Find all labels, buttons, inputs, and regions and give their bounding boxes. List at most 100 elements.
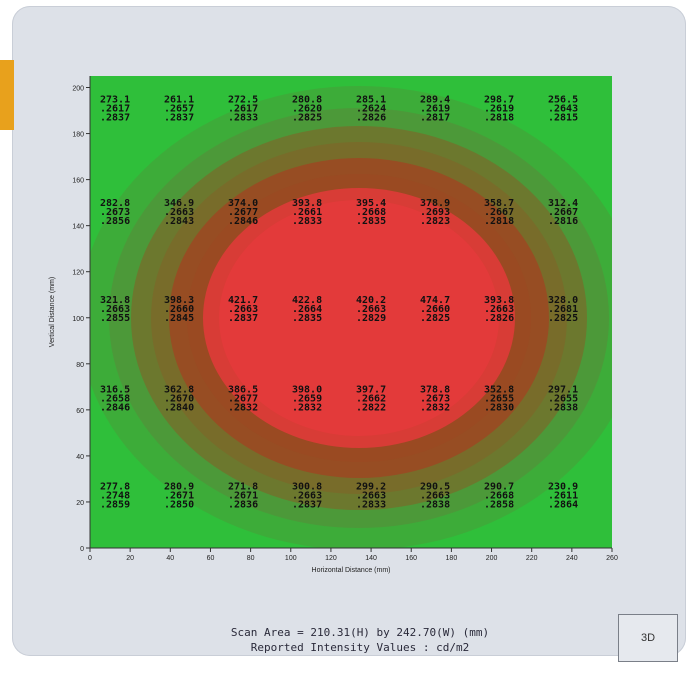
data-label: .2833: [356, 499, 386, 510]
data-label: 289.4: [420, 95, 450, 106]
accent-bar: [0, 60, 14, 130]
data-label: .2668: [356, 207, 386, 218]
data-label: 328.0: [548, 295, 578, 306]
data-label: 261.1: [164, 95, 194, 106]
y-tick-label: 120: [72, 270, 84, 277]
data-label: 397.7: [356, 385, 386, 396]
y-tick-label: 0: [80, 546, 84, 553]
data-label: .2663: [356, 304, 386, 315]
data-label: 299.2: [356, 481, 386, 492]
data-label: .2748: [100, 490, 130, 501]
data-label: 378.9: [420, 198, 450, 209]
data-label: .2832: [292, 403, 322, 414]
data-label: .2835: [292, 313, 322, 324]
data-label: .2837: [292, 499, 322, 510]
data-label: .2655: [484, 394, 514, 405]
x-tick-label: 60: [207, 555, 215, 562]
data-label: 290.7: [484, 481, 514, 492]
data-label: .2670: [164, 394, 194, 405]
data-label: .2677: [228, 207, 258, 218]
y-tick-label: 140: [72, 224, 84, 231]
data-label: .2850: [164, 499, 194, 510]
data-label: .2829: [356, 313, 386, 324]
data-label: 422.8: [292, 295, 322, 306]
y-tick-label: 200: [72, 86, 84, 93]
data-label: .2661: [292, 207, 322, 218]
data-label: .2825: [292, 113, 322, 124]
data-label: .2624: [356, 104, 386, 115]
data-label: .2617: [228, 104, 258, 115]
data-label: .2663: [228, 304, 258, 315]
intensity-units-caption: Reported Intensity Values : cd/m2: [250, 641, 470, 654]
data-label: 352.8: [484, 385, 514, 396]
data-label: 378.8: [420, 385, 450, 396]
data-label: 277.8: [100, 481, 130, 492]
data-label: .2818: [484, 216, 514, 227]
data-label: .2825: [548, 313, 578, 324]
data-label: .2671: [164, 490, 194, 501]
data-label: 398.3: [164, 295, 194, 306]
data-label: 256.5: [548, 95, 578, 106]
data-label: .2663: [484, 304, 514, 315]
data-label: .2826: [484, 313, 514, 324]
data-label: .2667: [484, 207, 514, 218]
x-tick-label: 180: [446, 555, 458, 562]
data-label: .2838: [420, 499, 450, 510]
x-tick-label: 200: [486, 555, 498, 562]
y-tick-label: 20: [76, 500, 84, 507]
data-label: .2667: [548, 207, 578, 218]
data-label: .2822: [356, 403, 386, 414]
y-tick-label: 100: [72, 316, 84, 323]
x-tick-label: 140: [365, 555, 377, 562]
data-label: .2693: [420, 207, 450, 218]
scan-area-caption: Scan Area = 210.31(H) by 242.70(W) (mm): [230, 626, 490, 639]
data-label: 230.9: [548, 481, 578, 492]
y-tick-label: 160: [72, 178, 84, 185]
data-label: .2859: [100, 499, 130, 510]
x-tick-label: 80: [247, 555, 255, 562]
x-tick-label: 100: [285, 555, 297, 562]
data-label: 474.7: [420, 295, 450, 306]
x-axis-label: Horizontal Distance (mm): [312, 567, 391, 574]
data-label: .2830: [484, 403, 514, 414]
data-label: .2815: [548, 113, 578, 124]
x-tick-label: 120: [325, 555, 337, 562]
data-label: .2681: [548, 304, 578, 315]
view-3d-button[interactable]: 3D: [618, 614, 678, 662]
data-label: .2655: [548, 394, 578, 405]
data-label: 272.5: [228, 95, 258, 106]
data-label: .2855: [100, 313, 130, 324]
data-label: .2663: [292, 490, 322, 501]
data-label: .2643: [548, 104, 578, 115]
data-label: .2816: [548, 216, 578, 227]
data-label: 362.8: [164, 385, 194, 396]
data-label: .2832: [420, 403, 450, 414]
data-label: .2832: [228, 403, 258, 414]
data-label: 393.8: [484, 295, 514, 306]
y-tick-label: 60: [76, 408, 84, 415]
data-label: 298.7: [484, 95, 514, 106]
x-tick-label: 160: [405, 555, 417, 562]
data-label: 358.7: [484, 198, 514, 209]
data-label: .2825: [420, 313, 450, 324]
y-tick-label: 80: [76, 362, 84, 369]
data-label: .2856: [100, 216, 130, 227]
data-label: 285.1: [356, 95, 386, 106]
data-label: 346.9: [164, 198, 194, 209]
x-tick-label: 20: [126, 555, 134, 562]
data-label: .2620: [292, 104, 322, 115]
data-label: 273.1: [100, 95, 130, 106]
data-label: 420.2: [356, 295, 386, 306]
x-tick-label: 0: [88, 555, 92, 562]
data-label: .2673: [420, 394, 450, 405]
data-label: .2660: [164, 304, 194, 315]
data-label: .2837: [164, 113, 194, 124]
data-label: .2838: [548, 403, 578, 414]
data-label: 398.0: [292, 385, 322, 396]
data-label: .2818: [484, 113, 514, 124]
data-label: .2611: [548, 490, 578, 501]
data-label: 316.5: [100, 385, 130, 396]
y-tick-label: 40: [76, 454, 84, 461]
data-label: .2664: [292, 304, 322, 315]
